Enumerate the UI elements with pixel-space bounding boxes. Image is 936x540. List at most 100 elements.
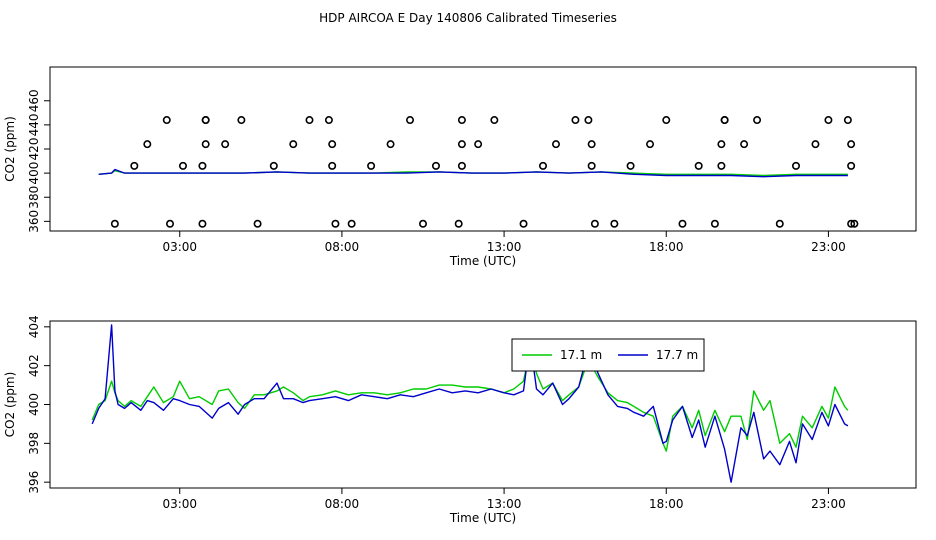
y-tick-label: 402 [27, 354, 41, 377]
flag-point [221, 140, 230, 149]
x-tick-label: 13:00 [487, 240, 522, 254]
x-tick-label: 18:00 [649, 497, 684, 511]
x-tick-label: 18:00 [649, 240, 684, 254]
flag-point [843, 116, 852, 125]
flag-point [678, 219, 687, 228]
flag-point [775, 219, 784, 228]
flag-point [811, 140, 820, 149]
y-tick-label: 460 [27, 89, 41, 112]
flag-point [551, 140, 560, 149]
flag-point [130, 161, 139, 170]
flag-point [367, 161, 376, 170]
flag-point [406, 116, 415, 125]
flag-point [457, 161, 466, 170]
x-tick-label: 23:00 [811, 497, 846, 511]
legend-box [511, 338, 705, 372]
flag-point [610, 219, 619, 228]
y-axis-label: CO2 (ppm) [3, 116, 17, 182]
y-tick-label: 400 [27, 162, 41, 185]
x-tick-label: 03:00 [162, 240, 197, 254]
flag-point [720, 116, 729, 125]
flag-point [289, 140, 298, 149]
plot-frame [49, 320, 917, 489]
x-axis-label: Time (UTC) [449, 511, 516, 525]
flag-point [847, 140, 856, 149]
flag-point [305, 116, 314, 125]
flag-point [850, 219, 859, 228]
flag-point [626, 161, 635, 170]
flag-point [166, 219, 175, 228]
chart-title: HDP AIRCOA E Day 140806 Calibrated Times… [319, 11, 617, 25]
flag-point [791, 161, 800, 170]
flag-point [431, 161, 440, 170]
flag-point [454, 219, 463, 228]
flag-point [237, 116, 246, 125]
legend: 17.1 m 17.7 m [511, 338, 705, 372]
series-line-2 [91, 324, 849, 483]
flag-point [584, 116, 593, 125]
flag-point [717, 140, 726, 149]
flag-point [386, 140, 395, 149]
series-line-2 [98, 168, 848, 178]
flag-point [328, 140, 337, 149]
y-tick-label: 380 [27, 186, 41, 209]
x-tick-label: 08:00 [325, 497, 360, 511]
flag-point [331, 219, 340, 228]
flag-point [201, 116, 210, 125]
flag-point [539, 161, 548, 170]
flag-point [847, 219, 856, 228]
legend-label: 17.1 m [560, 348, 602, 362]
plot-frame [49, 66, 917, 232]
flag-point [590, 219, 599, 228]
flag-point [519, 219, 528, 228]
flag-point [646, 140, 655, 149]
y-tick-label: 400 [27, 393, 41, 416]
flag-point [710, 219, 719, 228]
y-axis-label: CO2 (ppm) [3, 372, 17, 438]
y-tick-label: 420 [27, 138, 41, 161]
flag-point [198, 219, 207, 228]
flag-point [324, 116, 333, 125]
series-line-1 [91, 349, 849, 452]
flag-point [198, 161, 207, 170]
flag-point [571, 116, 580, 125]
x-tick-label: 23:00 [811, 240, 846, 254]
flag-point [269, 161, 278, 170]
y-tick-label: 440 [27, 113, 41, 136]
flag-point [328, 161, 337, 170]
flag-point [824, 116, 833, 125]
flag-point [753, 116, 762, 125]
flag-point [178, 161, 187, 170]
x-tick-label: 13:00 [487, 497, 522, 511]
flag-point [847, 161, 856, 170]
y-tick-label: 360 [27, 210, 41, 233]
x-axis-label: Time (UTC) [449, 254, 516, 268]
flag-point [457, 116, 466, 125]
y-tick-label: 396 [27, 471, 41, 494]
flag-point [162, 116, 171, 125]
flag-point [717, 161, 726, 170]
flag-point [694, 161, 703, 170]
flag-point [347, 219, 356, 228]
flag-point [143, 140, 152, 149]
flag-point [587, 161, 596, 170]
x-tick-label: 08:00 [325, 240, 360, 254]
y-tick-label: 398 [27, 432, 41, 455]
flag-point [740, 140, 749, 149]
flag-point [587, 140, 596, 149]
flag-point [457, 140, 466, 149]
chart-panels: 03:00 08:00 13:00 18:00 23:00360380400420440… [3, 66, 917, 525]
legend-label: 17.7 m [656, 348, 698, 362]
flag-point [201, 140, 210, 149]
flag-point [474, 140, 483, 149]
panel-2: 03:00 08:00 13:00 18:00 23:00 396 398 400 402 404… [3, 315, 917, 525]
flag-point [662, 116, 671, 125]
flag-point [253, 219, 262, 228]
flag-point [490, 116, 499, 125]
flag-point [110, 219, 119, 228]
flag-point [418, 219, 427, 228]
x-tick-label: 03:00 [162, 497, 197, 511]
y-tick-label: 404 [27, 315, 41, 338]
